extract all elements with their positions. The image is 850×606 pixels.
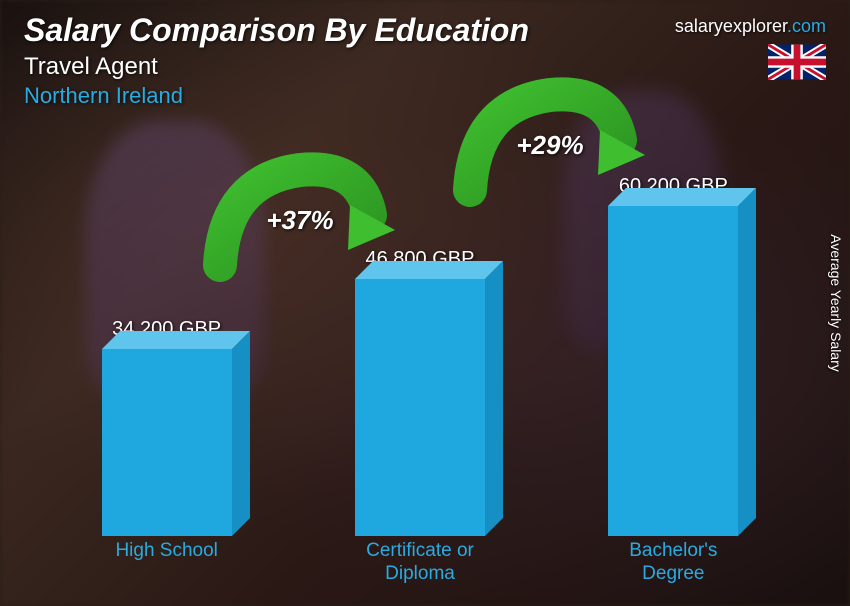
x-labels: High SchoolCertificate orDiplomaBachelor… — [40, 540, 800, 586]
increase-arrow: +37% — [210, 160, 390, 280]
brand-suffix: .com — [787, 16, 826, 36]
bar-group: 46,800 GBP — [295, 248, 546, 536]
region-label: Northern Ireland — [24, 83, 826, 109]
x-axis-label: High School — [41, 540, 292, 586]
subtitle: Travel Agent — [24, 53, 826, 81]
bar-3d — [102, 349, 232, 536]
percent-increase-label: +37% — [266, 205, 333, 236]
bar-group: 34,200 GBP — [41, 318, 292, 536]
bar-side-face — [232, 331, 250, 536]
bar-front-face — [102, 349, 232, 536]
brand: salaryexplorer.com — [675, 16, 826, 37]
brand-name: salaryexplorer — [675, 16, 787, 36]
bar-front-face — [355, 279, 485, 536]
bars-container: 34,200 GBP 46,800 GBP 60,200 GBP — [40, 130, 800, 536]
bar-3d — [355, 279, 485, 536]
bar-3d — [608, 206, 738, 536]
increase-arrow: +29% — [460, 85, 640, 205]
bar-top-face — [102, 331, 250, 349]
bar-side-face — [485, 261, 503, 536]
container: Salary Comparison By Education Travel Ag… — [0, 0, 850, 606]
chart-area: 34,200 GBP 46,800 GBP 60,200 GBP High Sc… — [40, 130, 800, 586]
uk-flag-icon — [768, 44, 826, 80]
percent-increase-label: +29% — [516, 130, 583, 161]
y-axis-label: Average Yearly Salary — [828, 234, 844, 372]
bar-group: 60,200 GBP — [548, 175, 799, 536]
bar-side-face — [738, 188, 756, 536]
x-axis-label: Certificate orDiploma — [295, 540, 546, 586]
bar-front-face — [608, 206, 738, 536]
x-axis-label: Bachelor'sDegree — [548, 540, 799, 586]
